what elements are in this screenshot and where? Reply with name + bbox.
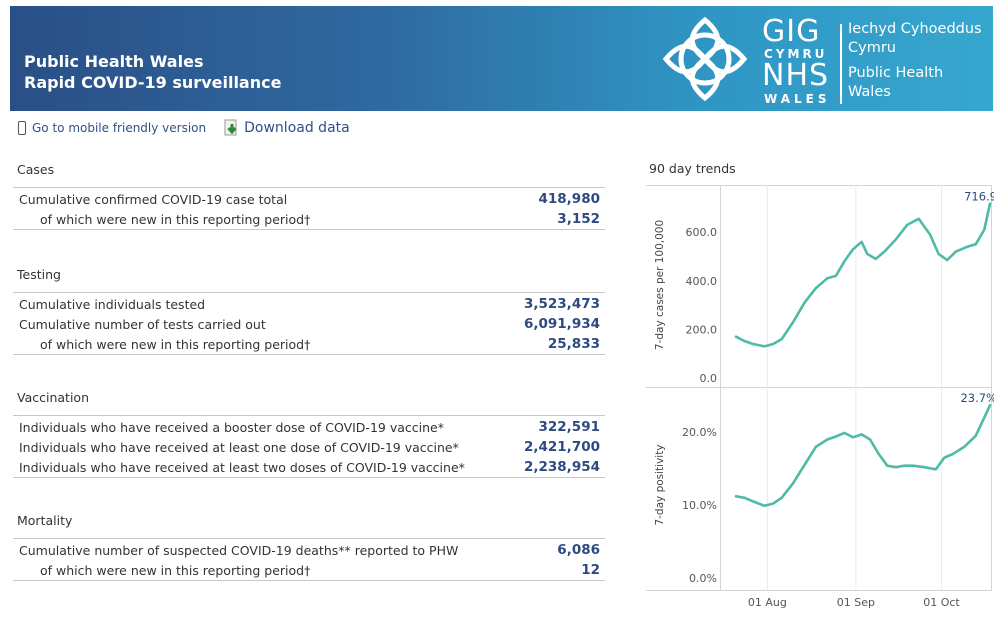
logo-wales-text: WALES xyxy=(764,92,831,106)
section-title-cases: Cases xyxy=(17,162,55,177)
y-axis-label: 7-day positivity xyxy=(654,444,666,525)
series-line xyxy=(734,403,992,508)
mobile-version-link-label: Go to mobile friendly version xyxy=(32,121,207,135)
header-banner: Public Health Wales Rapid COVID-19 surve… xyxy=(10,6,993,111)
logo-english-name-line1: Public Health xyxy=(848,65,944,81)
logo-english-name: Public Health Wales xyxy=(848,64,943,102)
page-title-line1: Public Health Wales xyxy=(24,52,204,71)
trends-title: 90 day trends xyxy=(649,161,736,176)
y-tick-label: 600.0 xyxy=(686,226,718,239)
page-title: Public Health Wales Rapid COVID-19 surve… xyxy=(24,51,281,93)
mortality-table: Cumulative number of suspected COVID-19 … xyxy=(13,538,605,581)
table-row: of which were new in this reporting peri… xyxy=(13,209,605,229)
section-title-vaccination: Vaccination xyxy=(17,390,89,405)
row-label: Cumulative number of suspected COVID-19 … xyxy=(19,542,459,558)
table-row: Cumulative number of suspected COVID-19 … xyxy=(13,540,605,560)
table-row: Cumulative confirmed COVID-19 case total… xyxy=(13,189,605,209)
table-row: of which were new in this reporting peri… xyxy=(13,560,605,580)
row-label: Individuals who have received at least o… xyxy=(19,439,459,455)
table-row: Individuals who have received at least t… xyxy=(13,457,605,477)
trend-charts: 0.0 200.0 400.0 600.0 7-day cases per 100,00… xyxy=(646,185,997,617)
cases-table: Cumulative confirmed COVID-19 case total… xyxy=(13,187,605,230)
row-label: Individuals who have received at least t… xyxy=(19,459,465,475)
links-bar: Go to mobile friendly version Download d… xyxy=(18,119,350,137)
row-value: 12 xyxy=(581,562,600,578)
trend-charts-svg: 0.0 200.0 400.0 600.0 7-day cases per 100,00… xyxy=(646,185,997,609)
y-tick-label: 400.0 xyxy=(686,275,718,288)
mobile-version-link[interactable]: Go to mobile friendly version xyxy=(18,121,206,135)
row-label: Cumulative individuals tested xyxy=(19,296,206,312)
row-label: of which were new in this reporting peri… xyxy=(40,562,311,578)
logo-divider xyxy=(840,24,842,104)
download-icon xyxy=(224,119,237,136)
row-value: 6,086 xyxy=(557,542,600,558)
logo-english-name-line2: Wales xyxy=(848,84,891,100)
table-row: of which were new in this reporting peri… xyxy=(13,334,605,354)
logo-gig-text: GIG xyxy=(762,14,821,49)
vaccination-table: Individuals who have received a booster … xyxy=(13,415,605,478)
celtic-knot-logo-icon xyxy=(662,16,748,102)
row-value: 3,152 xyxy=(557,211,600,227)
series-line xyxy=(734,202,992,348)
y-tick-label: 200.0 xyxy=(686,323,718,336)
testing-table: Cumulative individuals tested 3,523,473 … xyxy=(13,292,605,355)
section-title-testing: Testing xyxy=(17,267,61,282)
logo-welsh-name-line1: Iechyd Cyhoeddus xyxy=(848,21,982,37)
download-data-link-label: Download data xyxy=(244,120,350,136)
row-value: 25,833 xyxy=(547,336,600,352)
phone-icon xyxy=(18,121,26,135)
row-label: of which were new in this reporting peri… xyxy=(40,211,311,227)
row-value: 322,591 xyxy=(538,419,601,435)
table-row: Individuals who have received a booster … xyxy=(13,417,605,437)
page-title-line2: Rapid COVID-19 surveillance xyxy=(24,73,282,92)
row-value: 418,980 xyxy=(538,191,601,207)
row-label: Individuals who have received a booster … xyxy=(19,419,444,435)
logo-welsh-name-line2: Cymru xyxy=(848,40,896,56)
table-row: Cumulative individuals tested 3,523,473 xyxy=(13,294,605,314)
x-tick-label: 01 Oct xyxy=(923,596,960,609)
logo-nhs-text: NHS xyxy=(762,58,830,93)
row-label: Cumulative number of tests carried out xyxy=(19,316,266,332)
last-value-label: 716.9 xyxy=(964,190,994,204)
row-value: 2,238,954 xyxy=(523,459,600,475)
logo-welsh-name: Iechyd Cyhoeddus Cymru xyxy=(848,20,982,58)
y-tick-label: 10.0% xyxy=(682,499,717,512)
y-tick-label: 20.0% xyxy=(682,426,717,439)
y-axis-label: 7-day cases per 100,000 xyxy=(654,220,666,350)
row-value: 6,091,934 xyxy=(523,316,600,332)
y-tick-label: 0.0 xyxy=(700,372,718,385)
row-label: Cumulative confirmed COVID-19 case total xyxy=(19,191,288,207)
table-row: Individuals who have received at least o… xyxy=(13,437,605,457)
x-tick-label: 01 Aug xyxy=(748,596,787,609)
logo-cymru-text: CYMRU xyxy=(764,47,828,61)
section-title-mortality: Mortality xyxy=(17,513,73,528)
row-value: 2,421,700 xyxy=(523,439,600,455)
last-value-label: 23.7% xyxy=(960,391,994,405)
x-tick-label: 01 Sep xyxy=(837,596,875,609)
table-row: Cumulative number of tests carried out 6… xyxy=(13,314,605,334)
row-value: 3,523,473 xyxy=(523,296,600,312)
download-data-link[interactable]: Download data xyxy=(224,119,350,137)
row-label: of which were new in this reporting peri… xyxy=(40,336,311,352)
y-tick-label: 0.0% xyxy=(689,572,717,585)
